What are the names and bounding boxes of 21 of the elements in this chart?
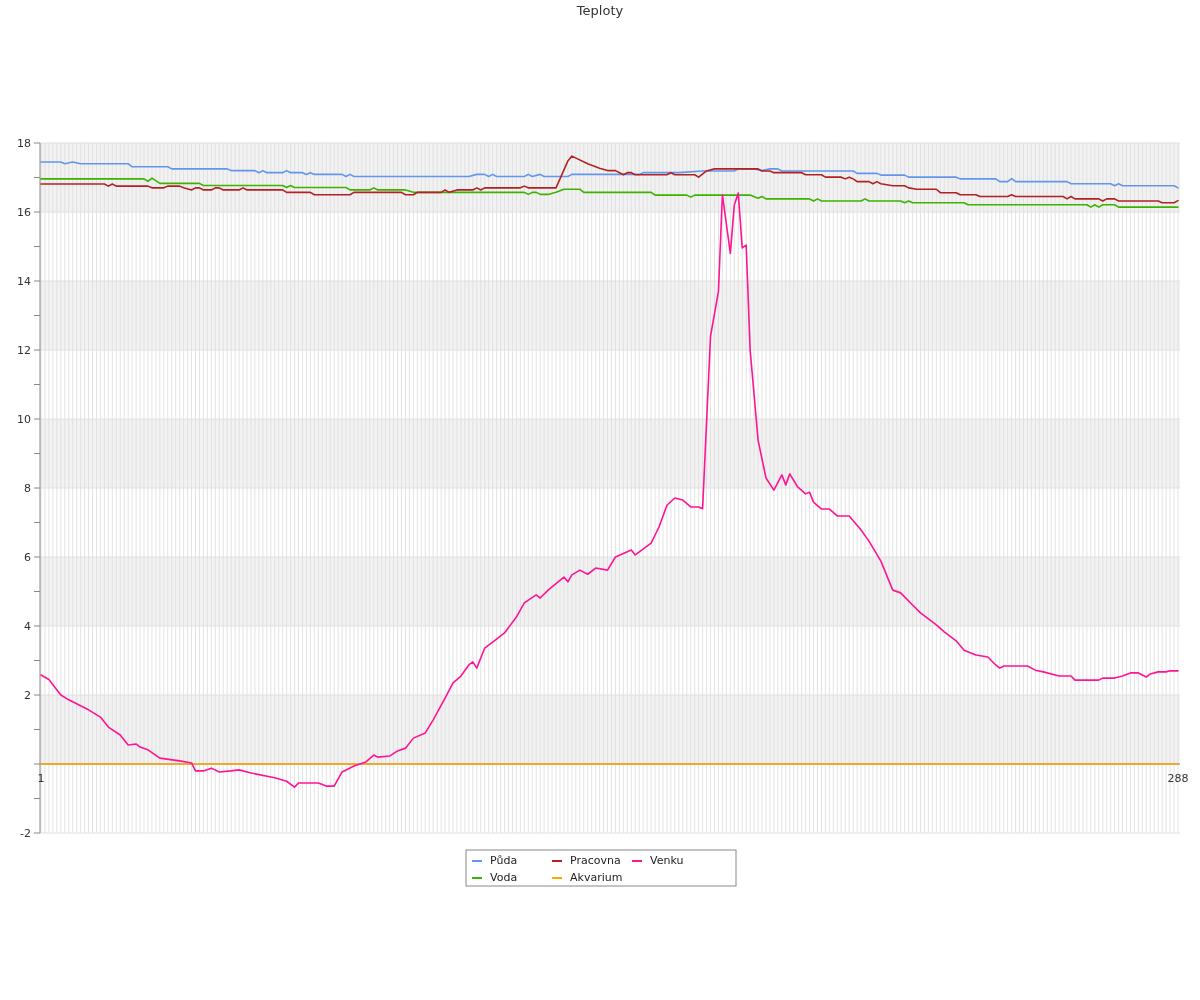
legend-label: Venku xyxy=(650,853,684,867)
y-tick-label: -2 xyxy=(20,826,31,840)
line-series xyxy=(40,155,1179,204)
y-tick-label: 8 xyxy=(24,481,31,495)
line-series xyxy=(40,177,1179,208)
y-tick-label: 18 xyxy=(17,136,31,150)
x-tick-label: 1 xyxy=(37,772,45,785)
y-tick-label: 12 xyxy=(17,343,31,357)
legend-label: Půda xyxy=(490,853,518,867)
x-tick-label: 288 xyxy=(1167,772,1189,785)
y-tick-label: 14 xyxy=(17,274,31,288)
legend-label: Voda xyxy=(490,870,518,884)
y-tick-label: 6 xyxy=(24,550,31,564)
y-tick-label: 10 xyxy=(17,412,31,426)
y-tick-label: 2 xyxy=(24,688,31,702)
legend-label: Pracovna xyxy=(570,853,621,867)
legend-label: Akvarium xyxy=(570,870,623,884)
chart-title: Teploty xyxy=(575,3,624,18)
y-tick-label: 4 xyxy=(24,619,31,633)
y-tick-label: 16 xyxy=(17,205,31,219)
line-series xyxy=(40,161,1179,189)
